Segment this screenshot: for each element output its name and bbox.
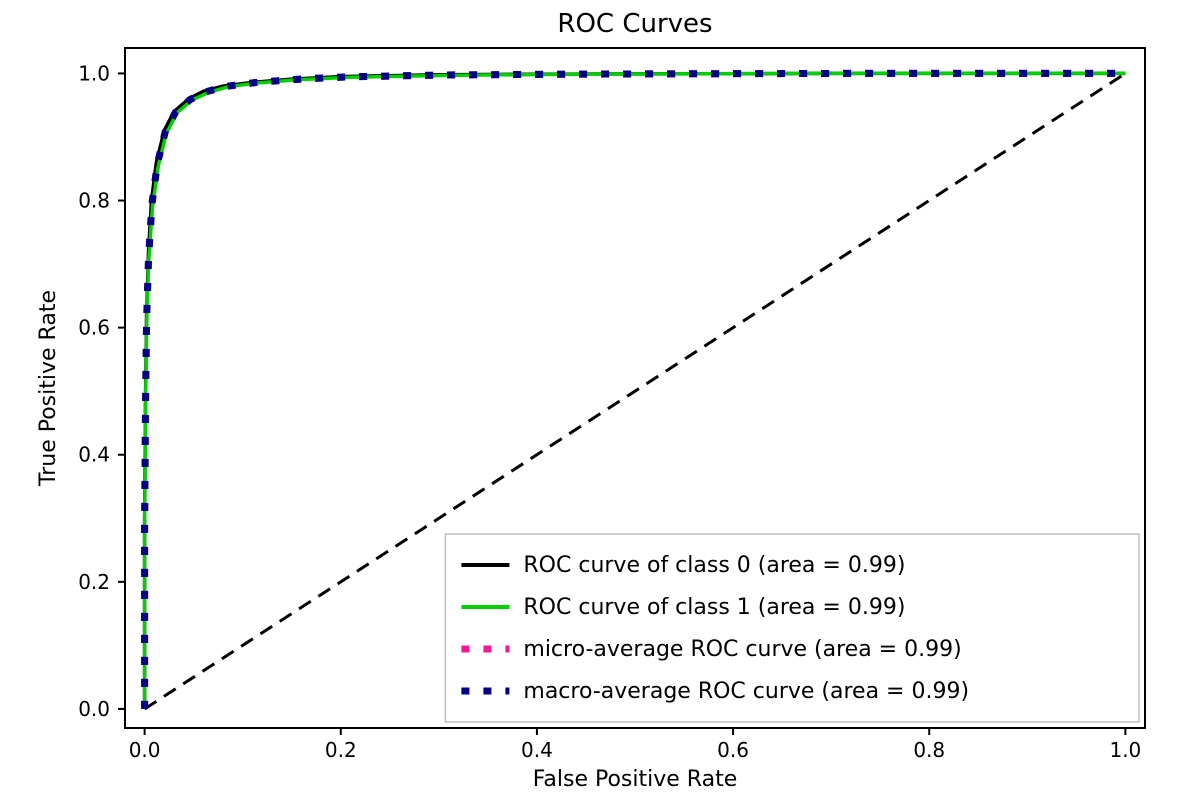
y-tick-label: 0.2 [78,570,110,594]
x-tick-label: 0.2 [325,738,357,762]
x-axis-label: False Positive Rate [533,767,737,792]
legend-label-micro: micro-average ROC curve (area = 0.99) [523,637,961,662]
x-tick-label: 1.0 [1109,738,1141,762]
legend-label-class1: ROC curve of class 1 (area = 0.99) [523,595,905,620]
roc-chart-svg: 0.0 0.2 0.4 0.6 0.8 1.0 0.0 0.2 0.4 0.6 0.8 1.0 Fals… [0,0,1181,806]
roc-chart-container: 0.0 0.2 0.4 0.6 0.8 1.0 0.0 0.2 0.4 0.6 0.8 1.0 Fals… [0,0,1181,806]
y-axis-label: True Positive Rate [36,290,61,487]
y-tick-label: 1.0 [78,61,110,85]
y-tick-label: 0.4 [78,443,110,467]
y-tick-label: 0.6 [78,316,110,340]
legend: ROC curve of class 0 (area = 0.99) ROC cu… [445,534,1139,722]
y-tick-label: 0.8 [78,189,110,213]
x-tick-label: 0.8 [913,738,945,762]
legend-label-macro: macro-average ROC curve (area = 0.99) [523,679,969,704]
x-tick-label: 0.0 [129,738,161,762]
x-tick-label: 0.6 [717,738,749,762]
chart-title: ROC Curves [557,9,712,39]
y-tick-label: 0.0 [78,697,110,721]
x-tick-label: 0.4 [521,738,553,762]
legend-label-class0: ROC curve of class 0 (area = 0.99) [523,553,905,578]
